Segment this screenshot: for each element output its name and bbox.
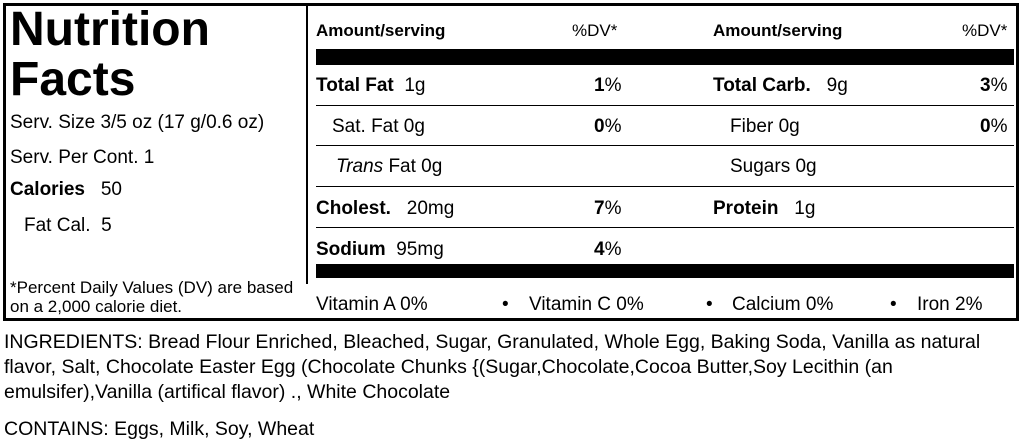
- bullet: •: [502, 294, 509, 315]
- percent-sign: %: [990, 75, 1008, 96]
- sugars-row: Sugars 0g: [730, 156, 817, 177]
- thick-rule-bottom: [316, 264, 1014, 278]
- protein-label: Protein: [713, 198, 779, 219]
- total-fat-value: 1g: [404, 75, 426, 96]
- row-divider: [316, 227, 1014, 228]
- total-fat-row: Total Fat 1g: [316, 75, 425, 97]
- percent-sign: %: [990, 116, 1008, 137]
- fat-cal-value: 5: [101, 215, 112, 236]
- percent-sign: %: [604, 198, 622, 219]
- sodium-dv: 4%: [594, 239, 621, 261]
- cholesterol-row: Cholest. 20mg: [316, 198, 454, 220]
- contains-text: CONTAINS: Eggs, Milk, Soy, Wheat: [4, 418, 315, 440]
- total-fat-dv-number: 1: [594, 75, 605, 96]
- trans-fat-value: Fat 0g: [388, 156, 443, 177]
- sodium-value: 95mg: [396, 239, 444, 260]
- vitamin-a: Vitamin A 0%: [316, 294, 428, 315]
- row-divider: [316, 105, 1014, 106]
- sodium-row: Sodium 95mg: [316, 239, 444, 261]
- percent-sign: %: [604, 75, 622, 96]
- calcium: Calcium 0%: [732, 294, 834, 315]
- row-divider: [316, 186, 1014, 187]
- thick-rule-top: [316, 49, 1014, 65]
- ingredients-text: INGREDIENTS: Bread Flour Enriched, Bleac…: [4, 331, 981, 403]
- percent-sign: %: [604, 239, 622, 260]
- cholesterol-value: 20mg: [406, 198, 455, 219]
- cholesterol-dv-number: 7: [594, 198, 605, 219]
- calories-value: 50: [100, 179, 122, 200]
- dv-header-right: %DV*: [962, 21, 1008, 40]
- trans-label: Trans: [336, 156, 384, 177]
- amount-header-right: Amount/serving: [713, 21, 843, 40]
- servings-per-container: Serv. Per Cont. 1: [10, 147, 155, 168]
- sat-fat-dv: 0%: [594, 116, 621, 138]
- row-divider: [316, 145, 1014, 146]
- amount-header-left: Amount/serving: [316, 21, 446, 40]
- serving-size: Serv. Size 3/5 oz (17 g/0.6 oz): [10, 112, 265, 133]
- sodium-label: Sodium: [316, 239, 386, 260]
- cholesterol-dv: 7%: [594, 198, 621, 220]
- total-carb-dv-number: 3: [980, 75, 991, 96]
- percent-sign: %: [604, 116, 622, 137]
- bullet: •: [706, 294, 713, 315]
- fiber-dv: 0%: [980, 116, 1007, 138]
- iron: Iron 2%: [917, 294, 983, 315]
- cholesterol-label: Cholest.: [316, 198, 391, 219]
- nutrients-panel: Amount/serving %DV* Amount/serving %DV* …: [308, 6, 1016, 318]
- trans-fat-row: Trans Fat 0g: [336, 156, 442, 178]
- sodium-dv-number: 4: [594, 239, 605, 260]
- bullet: •: [890, 294, 897, 315]
- fat-cal-label: Fat Cal.: [24, 215, 91, 236]
- label-left-panel: Nutrition Facts Serv. Size 3/5 oz (17 g/…: [6, 6, 309, 318]
- total-carb-value: 9g: [826, 75, 848, 96]
- protein-value: 1g: [794, 198, 816, 219]
- total-carb-row: Total Carb. 9g: [713, 75, 848, 97]
- calories-row: Calories 50: [10, 179, 122, 201]
- calories-label: Calories: [10, 179, 85, 200]
- fat-calories-row: Fat Cal. 5: [24, 215, 112, 237]
- protein-row: Protein 1g: [713, 198, 815, 220]
- total-fat-label: Total Fat: [316, 75, 394, 96]
- sat-fat-dv-number: 0: [594, 116, 605, 137]
- dv-header-left: %DV*: [572, 21, 618, 40]
- fiber-row: Fiber 0g: [730, 116, 800, 137]
- total-carb-dv: 3%: [980, 75, 1007, 97]
- title-facts: Facts: [10, 53, 136, 106]
- total-carb-label: Total Carb.: [713, 75, 811, 96]
- nutrition-label: Nutrition Facts Serv. Size 3/5 oz (17 g/…: [3, 3, 1019, 321]
- sat-fat-row: Sat. Fat 0g: [332, 116, 425, 137]
- vitamin-c: Vitamin C 0%: [529, 294, 644, 315]
- total-fat-dv: 1%: [594, 75, 621, 97]
- title-nutrition: Nutrition: [10, 3, 210, 56]
- vertical-divider: [306, 6, 308, 284]
- fiber-dv-number: 0: [980, 116, 991, 137]
- dv-footnote: *Percent Daily Values (DV) are based on …: [10, 278, 294, 316]
